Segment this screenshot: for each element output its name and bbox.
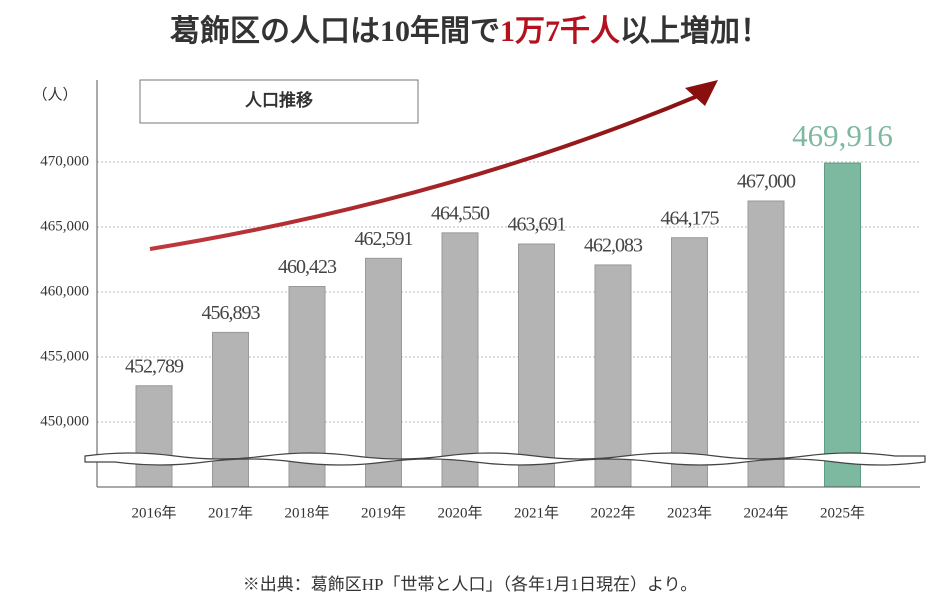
title-highlight: 1万7千人 (500, 15, 620, 48)
legend-box (139, 79, 419, 124)
value-label: 462,591 (355, 228, 413, 250)
legend-label: 人口推移 (245, 90, 313, 110)
x-tick-label: 2019年 (361, 504, 406, 521)
bar (671, 237, 708, 488)
x-tick-label: 2016年 (131, 504, 176, 521)
bar (747, 200, 785, 488)
chart-title: 葛飾区の人口は10年間で1万7千人以上増加！ (169, 14, 770, 48)
x-tick-label: 2021年 (514, 504, 559, 521)
title-part: 葛飾区の人口は10年間で (169, 14, 500, 48)
value-label: 463,691 (508, 214, 566, 236)
y-tick-label: 470,000 (40, 153, 89, 169)
source-note: ※出典：葛飾区HP「世帯と人口」（各年1月1日現在）より。 (243, 575, 698, 594)
y-unit: （人） (32, 86, 77, 103)
y-tick-label: 465,000 (40, 218, 89, 234)
bar (365, 257, 402, 488)
y-tick-label: 460,000 (40, 283, 89, 299)
value-label: 464,550 (431, 202, 490, 224)
bar (135, 385, 173, 488)
axis-break (84, 452, 926, 466)
bar (518, 243, 555, 488)
value-label: 452,789 (125, 355, 184, 377)
x-tick-label: 2020年 (437, 504, 482, 521)
x-tick-label: 2024年 (743, 504, 788, 521)
x-tick-label: 2025年 (820, 504, 865, 521)
trend-arrow (149, 93, 701, 251)
y-tick-label: 450,000 (40, 413, 89, 429)
value-label: 467,000 (737, 171, 796, 193)
value-label: 464,175 (661, 207, 720, 229)
x-tick-label: 2017年 (208, 504, 253, 521)
y-tick-label: 455,000 (40, 348, 89, 364)
title-part: 以上増加！ (620, 15, 770, 48)
value-label: 456,893 (202, 302, 261, 324)
bar (212, 331, 249, 488)
x-tick-label: 2022年 (590, 504, 635, 521)
value-label: 469,916 (792, 118, 893, 153)
x-tick-label: 2018年 (284, 504, 329, 521)
bar (441, 232, 479, 488)
value-label: 462,083 (584, 235, 643, 257)
bar (824, 162, 861, 488)
value-label: 460,423 (278, 256, 337, 278)
arrow-head (685, 80, 718, 106)
bar (594, 264, 632, 488)
x-tick-label: 2023年 (667, 504, 712, 521)
